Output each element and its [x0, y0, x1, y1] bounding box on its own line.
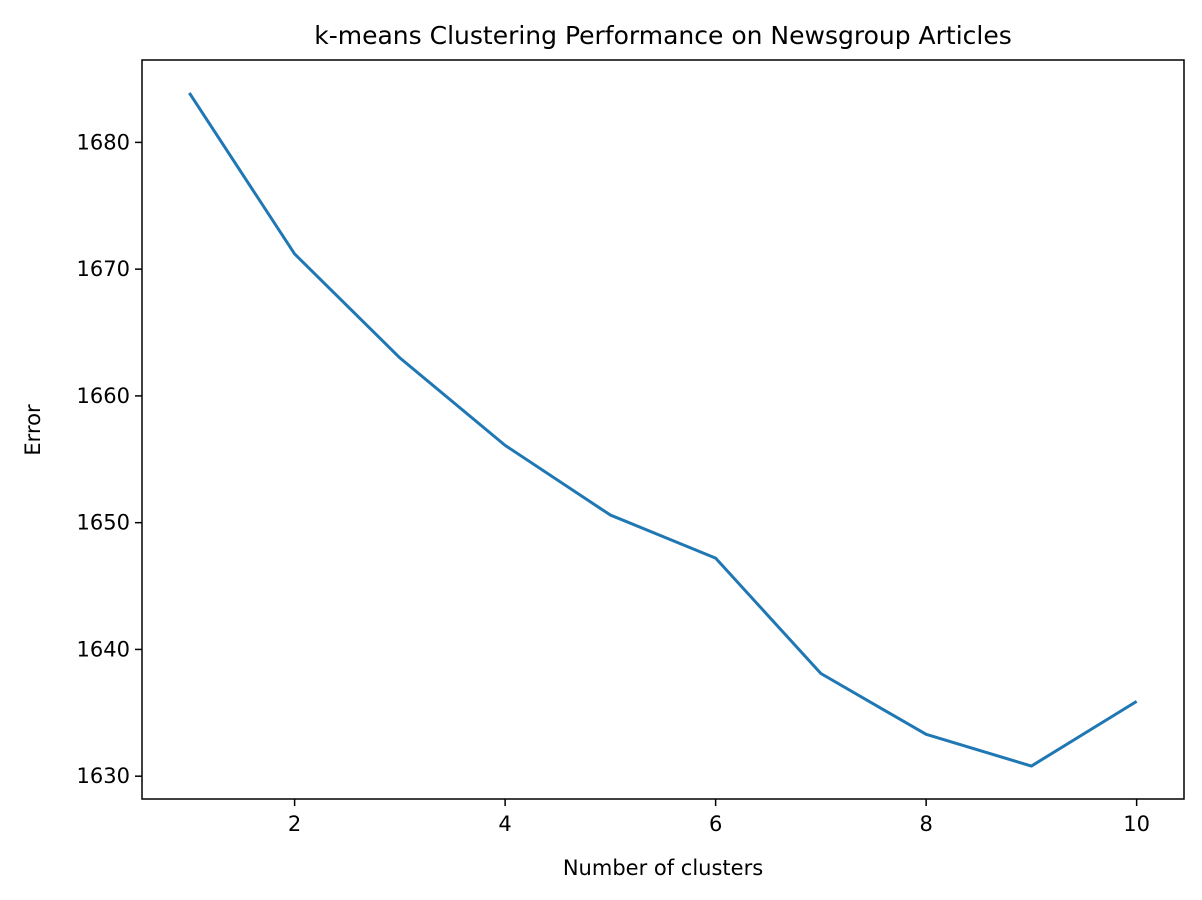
y-tick-label: 1630 [77, 764, 130, 788]
y-tick-label: 1660 [77, 384, 130, 408]
chart-title: k-means Clustering Performance on Newsgr… [314, 21, 1012, 50]
plot-frame [141, 59, 1185, 800]
y-tick-label: 1640 [77, 637, 130, 661]
x-tick-label: 4 [498, 812, 511, 836]
y-tick-label: 1650 [77, 511, 130, 535]
x-tick-label: 10 [1123, 812, 1150, 836]
x-tick-label: 8 [919, 812, 932, 836]
y-tick-label: 1670 [77, 257, 130, 281]
x-tick-label: 2 [288, 812, 301, 836]
x-tick-label: 6 [709, 812, 722, 836]
data-line [188, 92, 1138, 768]
y-tick-label: 1680 [77, 130, 130, 154]
y-axis-label: Error [21, 404, 45, 456]
x-axis-label: Number of clusters [563, 856, 763, 880]
